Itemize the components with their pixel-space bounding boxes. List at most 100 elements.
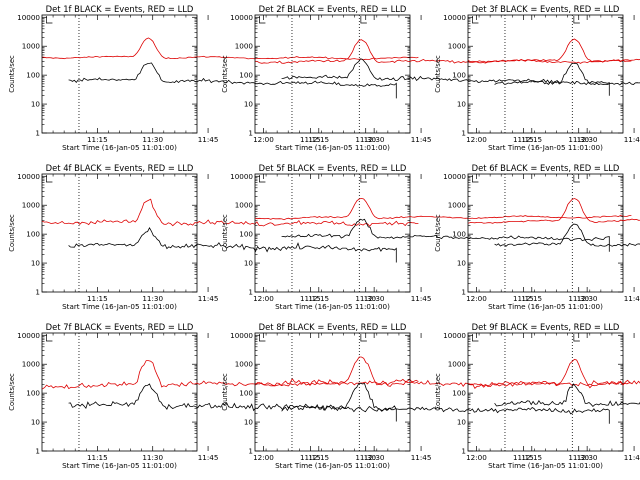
x-tick-label: 12:30 <box>577 294 598 303</box>
events-series-line <box>68 226 397 263</box>
interval-marker <box>573 334 580 342</box>
chart-panel: Det 5f BLACK = Events, RED = LLD 1 10 100 10… <box>221 163 632 311</box>
y-tick-label: 100 <box>452 389 466 398</box>
lld-series-line <box>42 198 419 227</box>
x-tick-label: 11:30 <box>355 135 376 144</box>
y-tick-label: 10000 <box>443 13 466 22</box>
events-series-line <box>494 223 640 247</box>
y-tick-label: 10000 <box>17 172 40 181</box>
chart-panel: Det 9f BLACK = Events, RED = LLD 1 10 100 10… <box>434 322 640 470</box>
x-tick-label: 11:45 <box>411 294 432 303</box>
x-tick-label: 12:30 <box>577 453 598 462</box>
y-tick-label: 100 <box>26 71 40 80</box>
y-tick-label: 1 <box>248 447 253 456</box>
y-tick-label: 1000 <box>235 201 254 210</box>
lld-series-line <box>467 38 640 63</box>
x-tick-label: 12:15 <box>308 294 329 303</box>
plot-frame <box>41 14 198 134</box>
chart-panel: Det 3f BLACK = Events, RED = LLD 1 10 100 10… <box>434 4 640 152</box>
x-axis-label: Start Time (16-Jan-05 11:01:00) <box>488 461 603 470</box>
y-tick-label: 1000 <box>448 360 467 369</box>
x-tick-label: 12:00 <box>253 294 274 303</box>
y-tick-label: 100 <box>452 230 466 239</box>
x-tick-label: 11:15 <box>87 294 108 303</box>
y-axis-label: Counts/sec <box>8 214 16 252</box>
y-tick-label: 10000 <box>443 172 466 181</box>
y-tick-label: 1 <box>461 288 466 297</box>
chart-title: Det 2f BLACK = Events, RED = LLD <box>259 4 407 14</box>
y-tick-label: 1 <box>35 447 40 456</box>
x-axis-label: Start Time (16-Jan-05 11:01:00) <box>62 461 177 470</box>
chart-panel: Det 7f BLACK = Events, RED = LLD 1 10 100 10… <box>8 322 419 470</box>
y-tick-label: 10000 <box>230 172 253 181</box>
x-tick-label: 11:30 <box>355 294 376 303</box>
y-tick-label: 10 <box>457 100 467 109</box>
y-axis-label: Counts/sec <box>434 373 442 411</box>
interval-marker <box>472 16 479 24</box>
x-tick-label: 12:30 <box>364 294 385 303</box>
x-tick-label: 11:15 <box>300 294 321 303</box>
x-axis-label: Start Time (16-Jan-05 11:01:00) <box>488 302 603 311</box>
chart-panel: Det 4f BLACK = Events, RED = LLD 1 10 100 10… <box>8 163 419 311</box>
interval-marker <box>46 175 53 183</box>
x-tick-label: 11:15 <box>300 135 321 144</box>
plot-frame <box>467 173 624 293</box>
y-tick-label: 1000 <box>448 42 467 51</box>
x-tick-label: 11:15 <box>87 135 108 144</box>
x-tick-label: 11:30 <box>142 294 163 303</box>
x-axis-label: Start Time (16-Jan-05 11:01:00) <box>275 143 390 152</box>
y-axis-label: Counts/sec <box>434 214 442 252</box>
y-tick-label: 100 <box>26 230 40 239</box>
lld-series-line <box>255 197 632 221</box>
plot-frame <box>467 14 624 134</box>
chart-title: Det 5f BLACK = Events, RED = LLD <box>259 163 407 173</box>
interval-marker <box>472 175 479 183</box>
y-axis-label: Counts/sec <box>8 55 16 93</box>
x-tick-label: 11:15 <box>513 294 534 303</box>
x-tick-label: 12:30 <box>364 453 385 462</box>
y-axis-label: Counts/sec <box>221 55 229 93</box>
events-series-line <box>68 383 397 422</box>
chart-title: Det 6f BLACK = Events, RED = LLD <box>472 163 620 173</box>
x-tick-label: 11:30 <box>568 294 589 303</box>
y-tick-label: 100 <box>239 389 253 398</box>
y-tick-label: 1000 <box>235 42 254 51</box>
x-tick-label: 12:00 <box>253 135 274 144</box>
events-series-line <box>281 382 610 424</box>
y-tick-label: 1 <box>248 129 253 138</box>
chart-title: Det 4f BLACK = Events, RED = LLD <box>46 163 194 173</box>
x-axis-label: Start Time (16-Jan-05 11:01:00) <box>62 143 177 152</box>
y-tick-label: 10000 <box>230 13 253 22</box>
events-series-line <box>281 218 610 252</box>
lld-series-line <box>468 198 640 224</box>
x-tick-label: 11:15 <box>513 453 534 462</box>
lld-series-line <box>41 360 419 390</box>
y-tick-label: 1 <box>248 288 253 297</box>
y-tick-label: 10 <box>31 418 41 427</box>
y-tick-label: 1 <box>461 129 466 138</box>
x-tick-label: 11:30 <box>355 453 376 462</box>
chart-title: Det 3f BLACK = Events, RED = LLD <box>472 4 620 14</box>
events-series-line <box>494 383 640 407</box>
y-tick-label: 1 <box>35 288 40 297</box>
interval-marker <box>472 334 479 342</box>
x-tick-label: 11:45 <box>198 294 219 303</box>
interval-marker <box>259 175 266 183</box>
x-axis-label: Start Time (16-Jan-05 11:01:00) <box>275 461 390 470</box>
chart-panel: Det 6f BLACK = Events, RED = LLD 1 10 100 10… <box>434 163 640 311</box>
chart-panel: Det 2f BLACK = Events, RED = LLD 1 10 100 10… <box>221 4 632 152</box>
chart-title: Det 7f BLACK = Events, RED = LLD <box>46 322 194 332</box>
interval-marker <box>360 16 367 24</box>
chart-panel: Det 1f BLACK = Events, RED = LLD 1 10 100 10… <box>8 4 419 152</box>
y-tick-label: 1000 <box>22 360 41 369</box>
interval-marker <box>573 175 580 183</box>
chart-panel: Det 8f BLACK = Events, RED = LLD 1 10 100 10… <box>221 322 632 470</box>
interval-marker <box>573 16 580 24</box>
x-axis-label: Start Time (16-Jan-05 11:01:00) <box>488 143 603 152</box>
y-tick-label: 10 <box>31 259 41 268</box>
interval-marker <box>360 175 367 183</box>
y-tick-label: 10000 <box>230 331 253 340</box>
y-tick-label: 10 <box>31 100 41 109</box>
plot-frame <box>41 332 198 452</box>
x-axis-label: Start Time (16-Jan-05 11:01:00) <box>275 302 390 311</box>
